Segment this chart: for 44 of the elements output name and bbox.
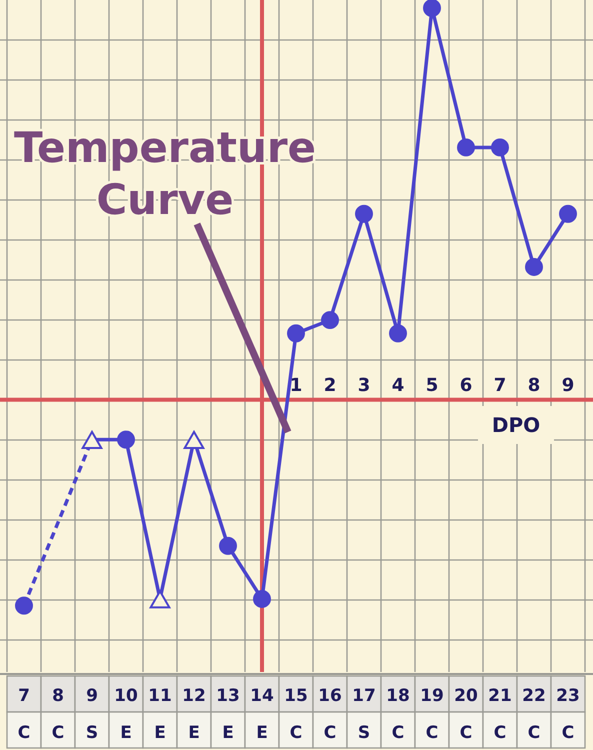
x-tick-label: 20 xyxy=(454,686,478,706)
x-tick-label: 16 xyxy=(318,686,342,706)
annotation: 2 xyxy=(324,374,336,396)
annotation: 4 xyxy=(392,374,404,396)
text: C xyxy=(52,723,64,743)
x-tick-label: 22 xyxy=(522,686,546,706)
annotation: 8 xyxy=(528,374,540,396)
text: S xyxy=(358,723,370,743)
annotation: 7 xyxy=(494,374,506,396)
text: E xyxy=(188,723,200,743)
text: C xyxy=(494,723,506,743)
x-tick-label: 19 xyxy=(420,686,444,706)
x-tick-label: 8 xyxy=(52,686,64,706)
text: C xyxy=(290,723,302,743)
x-tick-label: 14 xyxy=(250,686,274,706)
text: E xyxy=(222,723,234,743)
text: E xyxy=(154,723,166,743)
annotation: 5 xyxy=(426,374,438,396)
text: C xyxy=(528,723,540,743)
x-tick-label: 23 xyxy=(556,686,580,706)
x-tick-label: 15 xyxy=(284,686,308,706)
text: C xyxy=(426,723,438,743)
x-tick-label: 21 xyxy=(488,686,512,706)
x-tick-label: 12 xyxy=(182,686,206,706)
x-tick-label: 17 xyxy=(352,686,376,706)
text: S xyxy=(86,723,98,743)
x-tick-label: 18 xyxy=(386,686,410,706)
text: C xyxy=(460,723,472,743)
text: E xyxy=(256,723,268,743)
annotation: 6 xyxy=(460,374,472,396)
x-tick-label: 13 xyxy=(216,686,240,706)
x-tick-label: 10 xyxy=(114,686,138,706)
text: E xyxy=(120,723,132,743)
x-tick-label: 9 xyxy=(86,686,98,706)
text: C xyxy=(562,723,574,743)
text: C xyxy=(18,723,30,743)
annotation: DPO xyxy=(492,413,540,437)
text: C xyxy=(324,723,336,743)
x-tick-label: 11 xyxy=(148,686,172,706)
annotation: 1 xyxy=(290,374,302,396)
annotation: 3 xyxy=(358,374,370,396)
text: C xyxy=(392,723,404,743)
annotation: 9 xyxy=(562,374,574,396)
x-tick-label: 7 xyxy=(18,686,30,706)
